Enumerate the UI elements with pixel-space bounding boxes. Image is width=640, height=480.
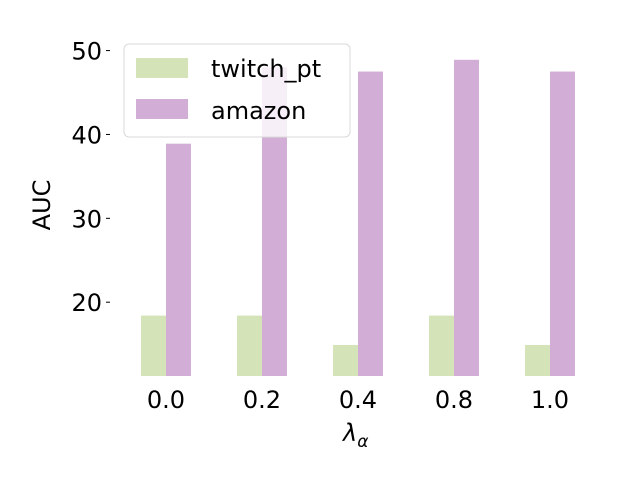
bar-amazon-0.4 — [358, 71, 383, 376]
legend-label-amazon: amazon — [211, 97, 306, 125]
legend: twitch_pt amazon — [123, 43, 351, 138]
x-tick-label: 0.8 — [435, 386, 473, 414]
bar-amazon-0.0 — [166, 143, 191, 376]
bar-twitch-pt-0.8 — [429, 315, 454, 376]
x-tick-label: 1.0 — [531, 386, 569, 414]
x-axis-label-main: λ — [341, 419, 357, 447]
bar-amazon-0.8 — [454, 59, 479, 376]
x-axis-label-subscript: α — [357, 432, 368, 452]
legend-label-twitch-pt: twitch_pt — [211, 55, 321, 83]
legend-swatch-amazon — [136, 99, 188, 119]
y-axis: 20 30 40 50 — [71, 38, 110, 317]
bar-twitch-pt-1.0 — [525, 344, 550, 376]
y-tick-label: 40 — [71, 121, 102, 149]
y-tick-label: 50 — [71, 38, 102, 66]
x-tick-label: 0.4 — [339, 386, 377, 414]
y-axis-label: AUC — [28, 180, 56, 231]
bar-twitch-pt-0.2 — [237, 315, 262, 376]
bar-amazon-1.0 — [550, 71, 575, 376]
x-tick-label: 0.0 — [147, 386, 185, 414]
x-tick-label: 0.2 — [243, 386, 281, 414]
bar-twitch-pt-0.0 — [141, 315, 166, 376]
x-axis-label: λα — [341, 419, 368, 452]
y-tick-label: 20 — [71, 289, 102, 317]
x-axis: 0.0 0.2 0.4 0.8 1.0 — [147, 386, 569, 414]
y-tick-label: 30 — [71, 205, 102, 233]
legend-swatch-twitch-pt — [136, 58, 188, 78]
bar-twitch-pt-0.4 — [333, 344, 358, 376]
